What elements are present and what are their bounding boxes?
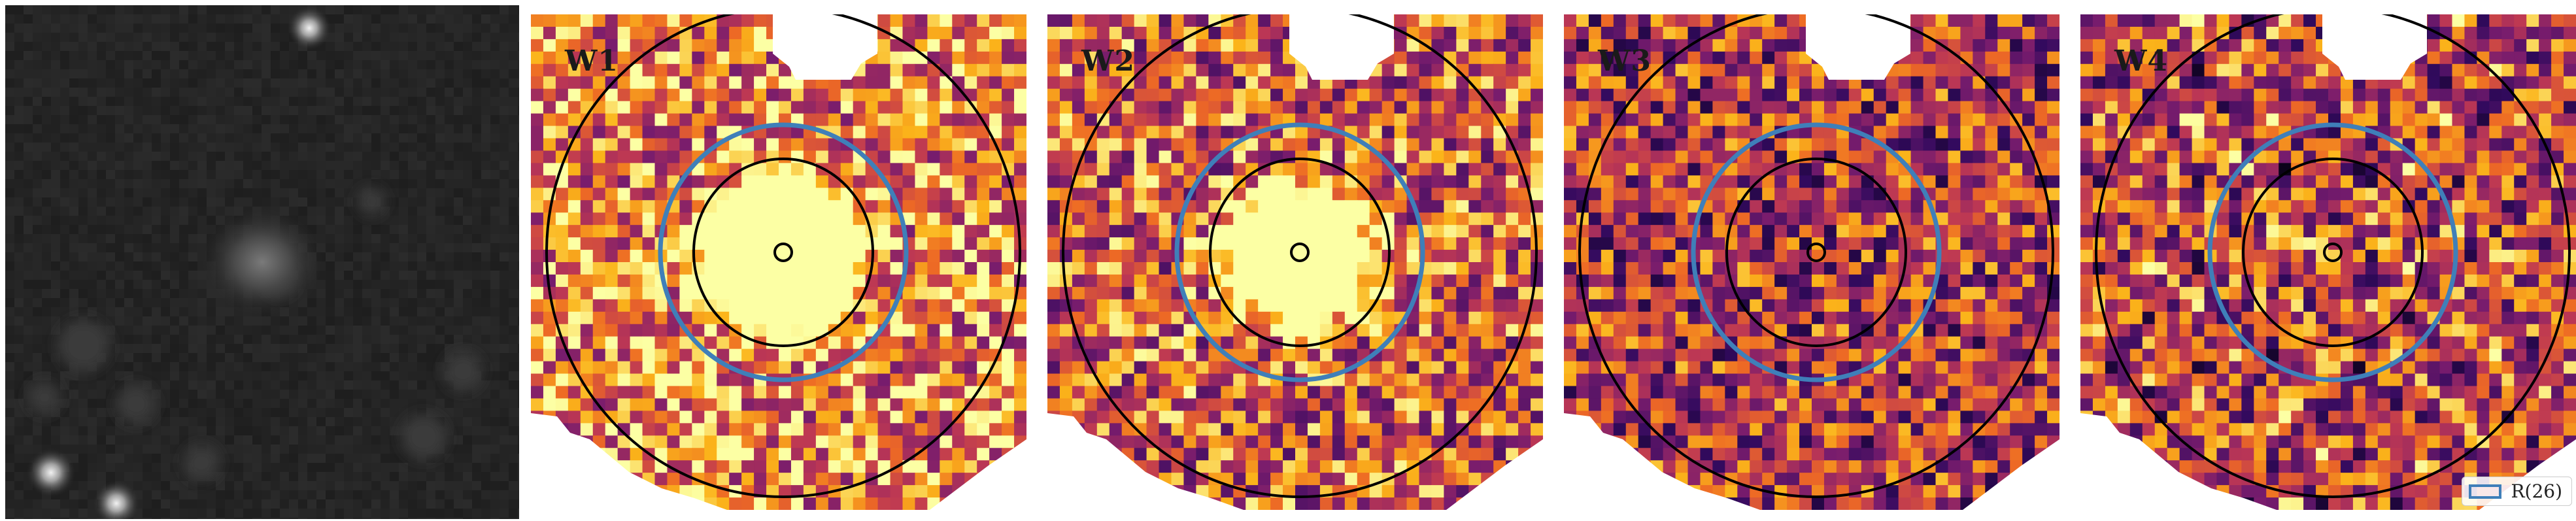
w4-cutout-image xyxy=(2080,14,2576,510)
legend-swatch-r26 xyxy=(2469,484,2502,499)
outer-aperture-ellipse xyxy=(1578,14,2054,498)
mask-regions xyxy=(1564,14,2059,510)
w1-band-label: W1 xyxy=(565,44,619,78)
aperture-overlay xyxy=(545,14,1021,498)
optical-noise xyxy=(5,5,519,519)
aperture-overlay xyxy=(1062,14,1538,498)
aperture-overlay xyxy=(2095,14,2571,498)
mask-regions xyxy=(531,14,1026,510)
center-marker xyxy=(2323,243,2343,262)
optical-target-galaxy xyxy=(200,207,324,318)
inner-aperture-ellipse xyxy=(692,158,874,347)
r26-ellipse xyxy=(1691,122,1942,382)
w3-cutout-panel: W3 xyxy=(1564,14,2059,510)
w2-cutout-panel: W2 xyxy=(1047,14,1543,510)
center-marker xyxy=(773,243,793,262)
inner-aperture-ellipse xyxy=(1209,158,1391,347)
w3-cutout-image xyxy=(1564,14,2059,510)
legend: R(26) xyxy=(2462,477,2572,506)
w2-cutout-image xyxy=(1047,14,1543,510)
pixel-map xyxy=(1564,14,2059,510)
mask-regions xyxy=(1047,14,1543,510)
outer-aperture-ellipse xyxy=(1062,14,1538,498)
legend-label: R(26) xyxy=(2511,480,2562,502)
w4-cutout-panel: W4 R(26) xyxy=(2080,14,2576,510)
optical-star xyxy=(26,448,76,497)
center-marker xyxy=(1806,243,1826,262)
optical-faint-sources xyxy=(28,187,483,481)
inner-aperture-ellipse xyxy=(1725,158,1907,347)
w4-band-label: W4 xyxy=(2114,44,2169,78)
outer-aperture-ellipse xyxy=(545,14,1021,498)
aperture-overlay xyxy=(1578,14,2054,498)
pixel-map xyxy=(531,14,1026,510)
w1-cutout-image xyxy=(531,14,1026,510)
optical-cutout-panel xyxy=(5,5,519,519)
pixel-map xyxy=(1047,14,1543,510)
r26-ellipse xyxy=(1174,122,1425,382)
w2-band-label: W2 xyxy=(1081,44,1136,78)
optical-star xyxy=(93,480,140,519)
pixel-map xyxy=(2080,14,2576,510)
outer-aperture-ellipse xyxy=(2095,14,2571,498)
w1-cutout-panel: W1 xyxy=(531,14,1026,510)
r26-ellipse xyxy=(658,122,909,382)
inner-aperture-ellipse xyxy=(2242,158,2424,347)
r26-ellipse xyxy=(2207,122,2458,382)
optical-cutout-image xyxy=(5,5,519,519)
w3-band-label: W3 xyxy=(1598,44,1652,78)
optical-star xyxy=(287,6,331,50)
center-marker xyxy=(1290,243,1310,262)
